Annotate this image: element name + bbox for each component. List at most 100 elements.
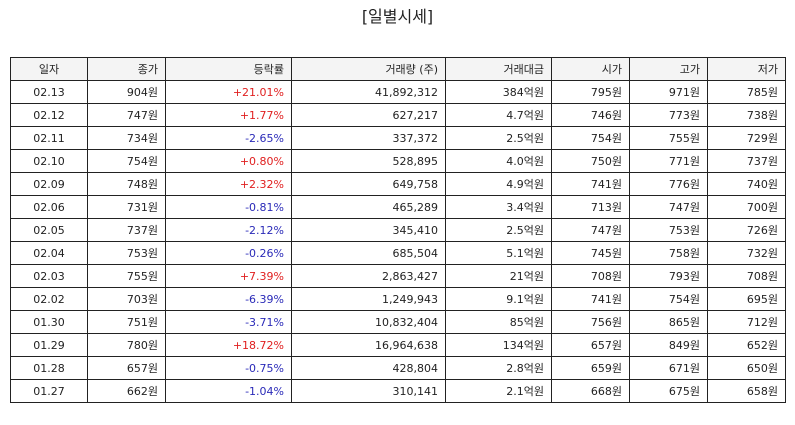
- cell-open: 708원: [551, 264, 630, 288]
- cell-volume: 10,832,404: [291, 310, 446, 334]
- cell-open: 668원: [551, 379, 630, 403]
- table-row: 01.29 780원 +18.72% 16,964,638 134억원 657원 849원 6…: [10, 333, 786, 357]
- cell-change: +2.32%: [165, 172, 292, 196]
- cell-high: 747원: [629, 195, 708, 219]
- cell-change: -0.75%: [165, 356, 292, 380]
- cell-high: 793원: [629, 264, 708, 288]
- column-header-amount: 거래대금: [445, 57, 552, 81]
- table-row: 01.28 657원 -0.75% 428,804 2.8억원 659원 671원 650원: [10, 356, 786, 380]
- cell-amount: 2.1억원: [445, 379, 552, 403]
- cell-amount: 2.8억원: [445, 356, 552, 380]
- cell-date: 01.29: [10, 333, 88, 357]
- cell-low: 650원: [707, 356, 786, 380]
- cell-volume: 337,372: [291, 126, 446, 150]
- column-header-close: 종가: [87, 57, 166, 81]
- cell-amount: 2.5억원: [445, 126, 552, 150]
- cell-close: 657원: [87, 356, 166, 380]
- cell-change: -3.71%: [165, 310, 292, 334]
- cell-change: -2.12%: [165, 218, 292, 242]
- cell-date: 02.03: [10, 264, 88, 288]
- cell-open: 713원: [551, 195, 630, 219]
- cell-open: 657원: [551, 333, 630, 357]
- table-row: 02.12 747원 +1.77% 627,217 4.7억원 746원 773원 738원: [10, 103, 786, 127]
- cell-close: 754원: [87, 149, 166, 173]
- table-row: 02.09 748원 +2.32% 649,758 4.9억원 741원 776원 740원: [10, 172, 786, 196]
- cell-volume: 627,217: [291, 103, 446, 127]
- cell-low: 658원: [707, 379, 786, 403]
- cell-open: 756원: [551, 310, 630, 334]
- cell-amount: 134억원: [445, 333, 552, 357]
- cell-open: 741원: [551, 172, 630, 196]
- cell-open: 747원: [551, 218, 630, 242]
- cell-close: 737원: [87, 218, 166, 242]
- cell-date: 02.13: [10, 80, 88, 104]
- cell-low: 695원: [707, 287, 786, 311]
- cell-amount: 3.4억원: [445, 195, 552, 219]
- cell-date: 02.12: [10, 103, 88, 127]
- cell-change: -1.04%: [165, 379, 292, 403]
- cell-high: 755원: [629, 126, 708, 150]
- table-row: 01.27 662원 -1.04% 310,141 2.1억원 668원 675원 658원: [10, 379, 786, 403]
- cell-volume: 345,410: [291, 218, 446, 242]
- cell-low: 652원: [707, 333, 786, 357]
- column-header-volume: 거래량 (주): [291, 57, 446, 81]
- cell-date: 01.30: [10, 310, 88, 334]
- cell-low: 785원: [707, 80, 786, 104]
- cell-open: 746원: [551, 103, 630, 127]
- cell-high: 753원: [629, 218, 708, 242]
- cell-volume: 465,289: [291, 195, 446, 219]
- cell-close: 731원: [87, 195, 166, 219]
- cell-amount: 2.5억원: [445, 218, 552, 242]
- cell-open: 754원: [551, 126, 630, 150]
- cell-amount: 5.1억원: [445, 241, 552, 265]
- cell-low: 700원: [707, 195, 786, 219]
- cell-close: 747원: [87, 103, 166, 127]
- column-header-low: 저가: [707, 57, 786, 81]
- cell-high: 675원: [629, 379, 708, 403]
- cell-date: 01.27: [10, 379, 88, 403]
- cell-high: 849원: [629, 333, 708, 357]
- cell-low: 737원: [707, 149, 786, 173]
- cell-open: 745원: [551, 241, 630, 265]
- cell-high: 758원: [629, 241, 708, 265]
- column-header-date: 일자: [10, 57, 88, 81]
- column-header-change: 등락률: [165, 57, 292, 81]
- cell-change: -0.81%: [165, 195, 292, 219]
- cell-change: -2.65%: [165, 126, 292, 150]
- cell-volume: 41,892,312: [291, 80, 446, 104]
- cell-date: 02.09: [10, 172, 88, 196]
- cell-low: 729원: [707, 126, 786, 150]
- cell-close: 703원: [87, 287, 166, 311]
- cell-amount: 4.0억원: [445, 149, 552, 173]
- cell-volume: 428,804: [291, 356, 446, 380]
- cell-change: -6.39%: [165, 287, 292, 311]
- cell-amount: 85억원: [445, 310, 552, 334]
- cell-close: 662원: [87, 379, 166, 403]
- table-row: 02.10 754원 +0.80% 528,895 4.0억원 750원 771원 737원: [10, 149, 786, 173]
- cell-high: 773원: [629, 103, 708, 127]
- cell-close: 780원: [87, 333, 166, 357]
- page-title: [일별시세]: [361, 7, 434, 26]
- cell-change: +18.72%: [165, 333, 292, 357]
- cell-amount: 21억원: [445, 264, 552, 288]
- cell-open: 659원: [551, 356, 630, 380]
- cell-high: 971원: [629, 80, 708, 104]
- cell-date: 02.04: [10, 241, 88, 265]
- cell-date: 02.05: [10, 218, 88, 242]
- cell-date: 02.02: [10, 287, 88, 311]
- cell-volume: 649,758: [291, 172, 446, 196]
- cell-volume: 528,895: [291, 149, 446, 173]
- cell-change: +7.39%: [165, 264, 292, 288]
- table-header-row: 일자 종가 등락률 거래량 (주) 거래대금 시가 고가 저가: [10, 57, 786, 81]
- cell-high: 776원: [629, 172, 708, 196]
- cell-date: 02.06: [10, 195, 88, 219]
- cell-high: 754원: [629, 287, 708, 311]
- cell-open: 750원: [551, 149, 630, 173]
- table-row: 02.13 904원 +21.01% 41,892,312 384억원 795원 971원 7…: [10, 80, 786, 104]
- column-header-open: 시가: [551, 57, 630, 81]
- cell-volume: 16,964,638: [291, 333, 446, 357]
- cell-close: 748원: [87, 172, 166, 196]
- cell-change: +1.77%: [165, 103, 292, 127]
- cell-volume: 685,504: [291, 241, 446, 265]
- cell-change: +0.80%: [165, 149, 292, 173]
